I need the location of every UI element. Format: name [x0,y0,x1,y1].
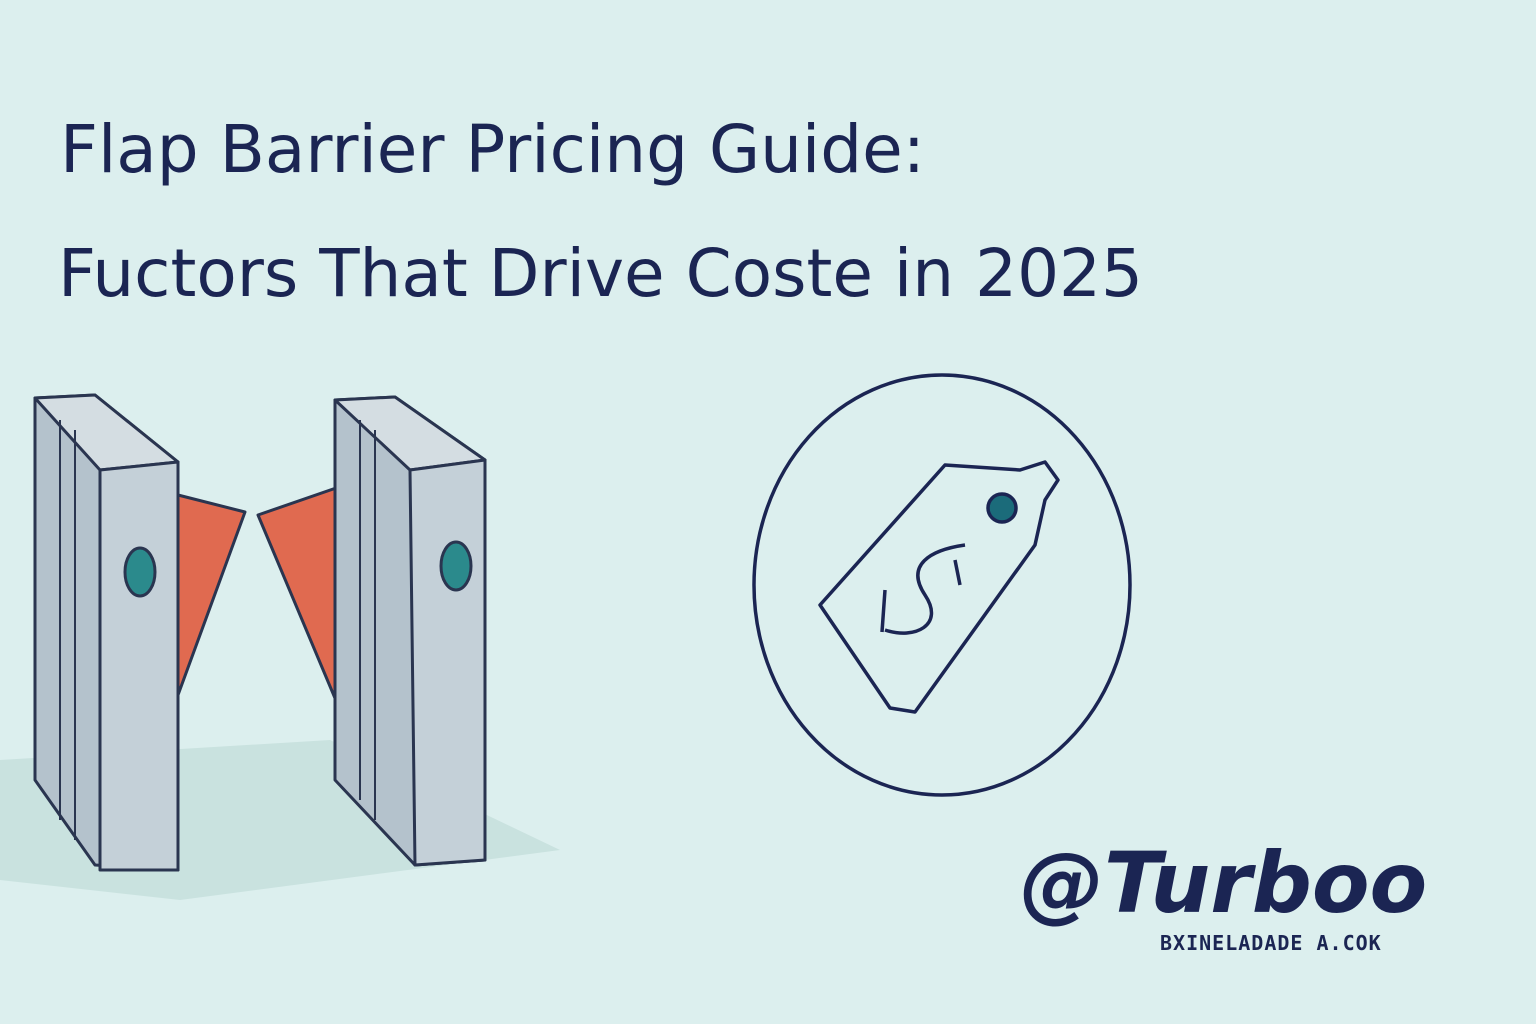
brand-logo: @Turboo [1020,834,1427,932]
turnstile [0,393,560,900]
title-line: Flap Barrier Pricing Guide: [60,111,925,188]
title-line: Fuctors That Drive Coste in 2025 [58,235,1143,312]
tagline: BXINELADADE A.COK [1160,931,1382,955]
price-tag-icon [752,373,1132,797]
